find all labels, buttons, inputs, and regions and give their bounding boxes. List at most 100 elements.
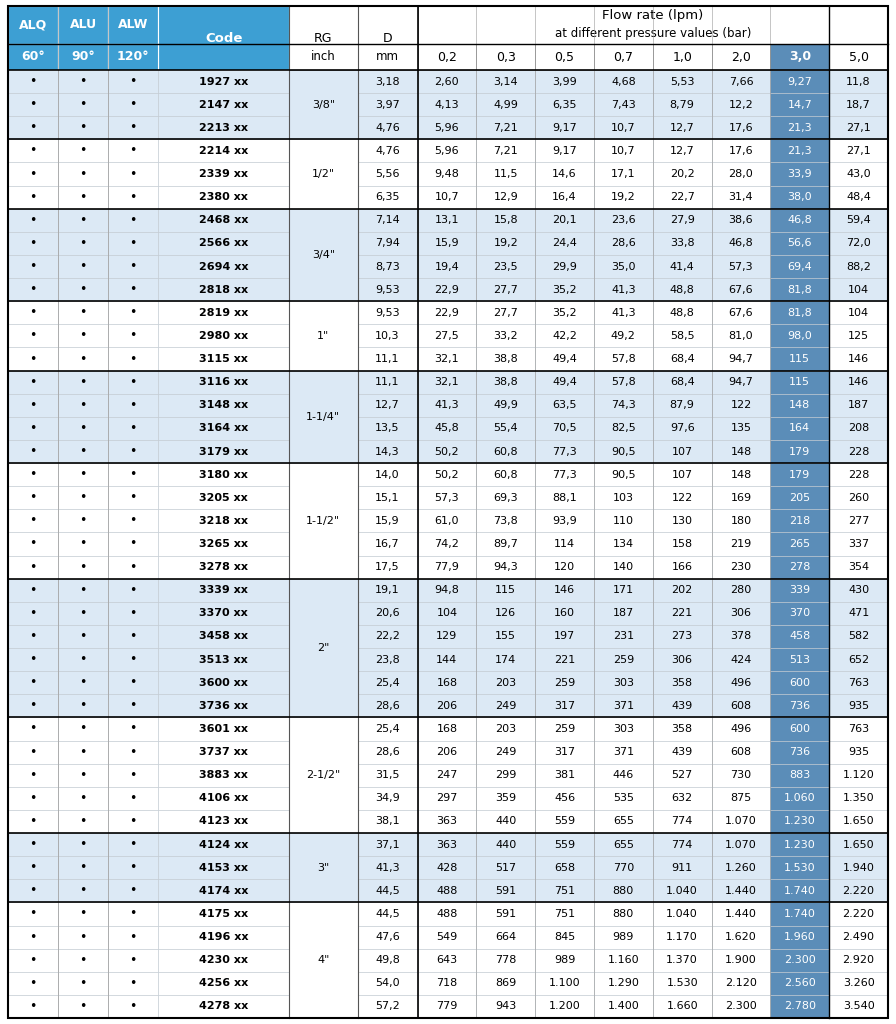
Text: 148: 148	[789, 400, 810, 411]
Bar	[711, 694, 771, 718]
Text: 608: 608	[730, 748, 752, 757]
Text: 2.920: 2.920	[842, 955, 874, 966]
Bar	[108, 625, 159, 648]
Text: 140: 140	[613, 562, 633, 572]
Bar	[418, 579, 477, 602]
Bar	[159, 995, 289, 1018]
Text: 9,17: 9,17	[552, 123, 577, 133]
Text: 146: 146	[554, 586, 575, 595]
Bar	[771, 764, 829, 786]
Bar	[108, 325, 159, 347]
Text: 559: 559	[554, 840, 575, 850]
Bar	[535, 279, 594, 301]
Text: 104: 104	[848, 308, 869, 317]
Bar	[58, 301, 108, 325]
Text: 3/8": 3/8"	[312, 99, 335, 110]
Text: •: •	[130, 352, 137, 366]
Bar	[8, 371, 58, 393]
Bar	[8, 948, 58, 972]
Bar	[8, 972, 58, 995]
Bar	[594, 209, 653, 231]
Bar	[358, 486, 418, 509]
Bar	[58, 556, 108, 579]
Bar	[594, 648, 653, 671]
Text: 763: 763	[848, 678, 869, 688]
Text: 549: 549	[436, 932, 458, 942]
Text: •: •	[80, 676, 87, 689]
Bar	[711, 834, 771, 856]
Text: •: •	[80, 168, 87, 180]
Bar	[711, 185, 771, 209]
Text: 88,2: 88,2	[846, 261, 871, 271]
Text: 3,14: 3,14	[494, 77, 518, 87]
Text: •: •	[30, 468, 37, 481]
Bar	[535, 671, 594, 694]
Bar	[771, 648, 829, 671]
Bar	[829, 255, 888, 279]
Bar	[535, 486, 594, 509]
Text: 59,4: 59,4	[846, 215, 871, 225]
Bar	[771, 810, 829, 834]
Text: 10,7: 10,7	[611, 123, 635, 133]
Bar	[8, 440, 58, 463]
Bar	[58, 93, 108, 117]
Bar	[358, 810, 418, 834]
Text: 1.160: 1.160	[607, 955, 639, 966]
Bar	[159, 301, 289, 325]
Bar	[418, 509, 477, 532]
Bar	[159, 347, 289, 371]
Bar	[418, 139, 477, 163]
Text: 591: 591	[495, 909, 516, 919]
Bar	[535, 902, 594, 926]
Text: 306: 306	[672, 654, 693, 665]
Text: 317: 317	[554, 700, 575, 711]
Bar	[711, 393, 771, 417]
Bar	[108, 70, 159, 93]
Text: 3218 xx: 3218 xx	[199, 516, 248, 526]
Text: •: •	[130, 560, 137, 573]
Bar	[108, 231, 159, 255]
Text: RG: RG	[314, 32, 332, 44]
Bar	[771, 834, 829, 856]
Text: 2.300: 2.300	[725, 1001, 757, 1012]
Text: 146: 146	[848, 377, 869, 387]
Text: 17,6: 17,6	[728, 146, 754, 156]
Text: •: •	[130, 468, 137, 481]
Bar	[829, 556, 888, 579]
Text: 664: 664	[495, 932, 516, 942]
Bar	[108, 995, 159, 1018]
Text: 122: 122	[671, 493, 693, 503]
Bar	[771, 856, 829, 880]
Bar	[8, 185, 58, 209]
Bar	[535, 371, 594, 393]
Text: 339: 339	[789, 586, 810, 595]
Bar	[477, 301, 535, 325]
Text: 12,7: 12,7	[670, 146, 694, 156]
Text: 3.540: 3.540	[843, 1001, 874, 1012]
Text: 16,7: 16,7	[375, 539, 400, 549]
Text: 2214 xx: 2214 xx	[199, 146, 248, 156]
Bar	[771, 279, 829, 301]
Text: 33,2: 33,2	[494, 331, 518, 341]
Bar	[58, 602, 108, 625]
Bar	[108, 509, 159, 532]
Bar	[358, 44, 418, 70]
Text: 883: 883	[789, 770, 810, 780]
Bar	[535, 948, 594, 972]
Text: 9,17: 9,17	[552, 146, 577, 156]
Bar	[58, 255, 108, 279]
Text: 265: 265	[789, 539, 810, 549]
Bar	[535, 231, 594, 255]
Bar	[358, 972, 418, 995]
Bar	[58, 486, 108, 509]
Bar	[418, 625, 477, 648]
Bar	[711, 139, 771, 163]
Bar	[289, 6, 358, 70]
Text: 38,8: 38,8	[494, 377, 518, 387]
Text: 67,6: 67,6	[728, 308, 754, 317]
Text: 643: 643	[436, 955, 458, 966]
Bar	[535, 972, 594, 995]
Bar	[477, 463, 535, 486]
Text: 38,8: 38,8	[494, 354, 518, 364]
Text: 1-1/2": 1-1/2"	[306, 516, 340, 526]
